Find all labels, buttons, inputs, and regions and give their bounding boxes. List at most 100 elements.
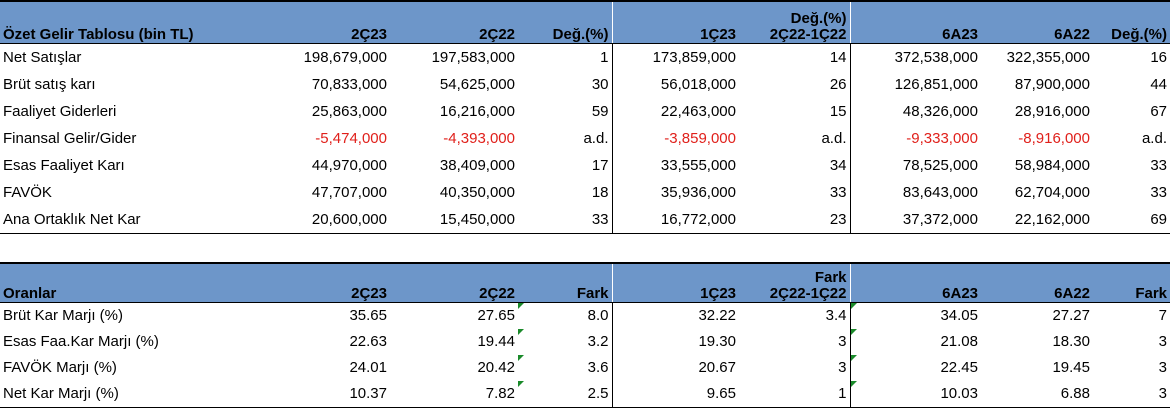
row-label[interactable]: Brüt satış karı	[3, 75, 96, 93]
cell-value[interactable]: 22,463,000	[611, 97, 739, 125]
cell-value[interactable]: 22.63	[349, 333, 387, 350]
cell-value[interactable]: 8.0	[518, 302, 612, 330]
cell-value[interactable]: 27.27	[1052, 307, 1090, 324]
cell-value[interactable]: 59	[591, 102, 609, 120]
cell-value[interactable]: 33,555,000	[611, 151, 739, 179]
cell-value[interactable]: a.d.	[821, 129, 847, 147]
cell-value[interactable]: 35.65	[349, 307, 387, 324]
cell-value[interactable]: 16,772,000	[611, 205, 739, 234]
cell-value[interactable]: 28,916,000	[1014, 102, 1090, 120]
cell-value[interactable]: 27.65	[477, 307, 515, 324]
cell-value[interactable]: 25,863,000	[311, 102, 387, 120]
cell-value[interactable]: 21.08	[849, 329, 981, 355]
cell-value[interactable]: -9,333,000	[849, 124, 981, 152]
cell-value[interactable]: 69	[1093, 205, 1170, 234]
row-label[interactable]: Faaliyet Giderleri	[3, 102, 117, 120]
row-label[interactable]: Ana Ortaklık Net Kar	[0, 205, 240, 234]
cell-value[interactable]: 58,984,000	[1014, 156, 1090, 174]
cell-value[interactable]: 24.01	[349, 359, 387, 376]
cell-value[interactable]: 15,450,000	[390, 205, 518, 234]
cell-value[interactable]: 38,409,000	[439, 156, 515, 174]
row-label[interactable]: FAVÖK Marjı (%)	[3, 359, 117, 376]
cell-value[interactable]: 18.30	[1052, 333, 1090, 350]
cell-value[interactable]: 30	[591, 75, 609, 93]
row-label[interactable]: Esas Faa.Kar Marjı (%)	[3, 333, 159, 350]
cell-value[interactable]: 3	[1093, 381, 1170, 408]
cell-value[interactable]: 173,859,000	[611, 43, 739, 71]
cell-value[interactable]: 10.03	[849, 381, 981, 408]
cell-value[interactable]: 54,625,000	[439, 75, 515, 93]
cell-value[interactable]: 20.67	[611, 355, 739, 381]
cell-value[interactable]: 33	[518, 205, 612, 234]
cell-value[interactable]: -8,916,000	[1018, 129, 1090, 147]
row-label[interactable]: Finansal Gelir/Gider	[3, 129, 137, 147]
cell-value[interactable]: 3.6	[518, 355, 612, 381]
cell-value[interactable]: 19.30	[611, 329, 739, 355]
cell-value[interactable]: 16,216,000	[439, 102, 515, 120]
cell-value[interactable]: 3.4	[825, 307, 847, 324]
cell-value[interactable]: 35,936,000	[611, 178, 739, 206]
cell-value[interactable]: 6.88	[981, 381, 1093, 408]
cell-value[interactable]: 83,643,000	[849, 178, 981, 206]
cell-value[interactable]: 34.05	[849, 302, 981, 329]
row-label[interactable]: Net Kar Marjı (%)	[0, 381, 240, 408]
cell-value[interactable]: 40,350,000	[439, 183, 515, 201]
cell-value[interactable]: 10.37	[240, 381, 390, 408]
cell-value[interactable]: 322,355,000	[1006, 48, 1090, 66]
cell-value[interactable]: 7.82	[390, 381, 518, 408]
cell-value[interactable]: 126,851,000	[849, 70, 981, 98]
cell-value[interactable]: a.d.	[1141, 129, 1167, 147]
cell-value[interactable]: 37,372,000	[849, 205, 981, 234]
cell-value[interactable]: 78,525,000	[849, 151, 981, 179]
cell-value[interactable]: 14	[829, 48, 847, 66]
cell-value[interactable]: 20,600,000	[240, 205, 390, 234]
cell-value[interactable]: 3	[1158, 359, 1167, 376]
cell-value[interactable]: 3	[838, 333, 847, 350]
cell-value[interactable]: 47,707,000	[311, 183, 387, 201]
cell-value[interactable]: 34	[829, 156, 847, 174]
cell-value[interactable]: 26	[829, 75, 847, 93]
cell-value[interactable]: 22.45	[849, 355, 981, 381]
cell-value[interactable]: 87,900,000	[1014, 75, 1090, 93]
cell-value[interactable]: 19.45	[1052, 359, 1090, 376]
cell-value[interactable]: 23	[739, 205, 850, 234]
cell-value[interactable]: 16	[1150, 48, 1167, 66]
cell-value[interactable]: 20.42	[477, 359, 515, 376]
col-2c22: 2Ç22	[390, 0, 518, 44]
cell-value[interactable]: 18	[591, 183, 609, 201]
cell-value[interactable]: 372,538,000	[849, 43, 981, 71]
cell-value[interactable]: 15	[829, 102, 847, 120]
cell-value[interactable]: 33	[1150, 183, 1167, 201]
cell-value[interactable]: 19.44	[477, 333, 515, 350]
cell-value[interactable]: -4,393,000	[443, 129, 515, 147]
cell-value[interactable]: -5,474,000	[315, 129, 387, 147]
cell-value[interactable]: 198,679,000	[303, 48, 387, 66]
cell-value[interactable]: 70,833,000	[311, 75, 387, 93]
row-label[interactable]: FAVÖK	[3, 183, 52, 201]
cell-value[interactable]: a.d.	[583, 129, 609, 147]
row-label[interactable]: Brüt Kar Marjı (%)	[3, 307, 124, 324]
cell-value[interactable]: 44	[1150, 75, 1167, 93]
cell-value[interactable]: 44,970,000	[311, 156, 387, 174]
cell-value[interactable]: 1	[739, 381, 850, 408]
cell-value[interactable]: 56,018,000	[611, 70, 739, 98]
cell-value[interactable]: 22,162,000	[981, 205, 1093, 234]
cell-value[interactable]: 17	[591, 156, 609, 174]
cell-value[interactable]: 197,583,000	[431, 48, 515, 66]
cell-value[interactable]: 2.5	[518, 381, 612, 408]
cell-value[interactable]: 62,704,000	[1014, 183, 1090, 201]
cell-value[interactable]: 7	[1158, 307, 1167, 324]
cell-value[interactable]: 9.65	[611, 381, 739, 408]
cell-value[interactable]: 33	[829, 183, 847, 201]
row-label[interactable]: Esas Faaliyet Karı	[3, 156, 125, 174]
cell-value[interactable]: 3.2	[518, 329, 612, 355]
cell-value[interactable]: 3	[838, 359, 847, 376]
cell-value[interactable]: 32.22	[611, 302, 739, 329]
cell-value[interactable]: 48,326,000	[849, 97, 981, 125]
row-label[interactable]: Net Satışlar	[3, 48, 82, 66]
cell-value[interactable]: 33	[1150, 156, 1167, 174]
cell-value[interactable]: -3,859,000	[611, 124, 739, 152]
cell-value[interactable]: 67	[1150, 102, 1167, 120]
cell-value[interactable]: 3	[1158, 333, 1167, 350]
cell-value[interactable]: 1	[600, 48, 609, 66]
